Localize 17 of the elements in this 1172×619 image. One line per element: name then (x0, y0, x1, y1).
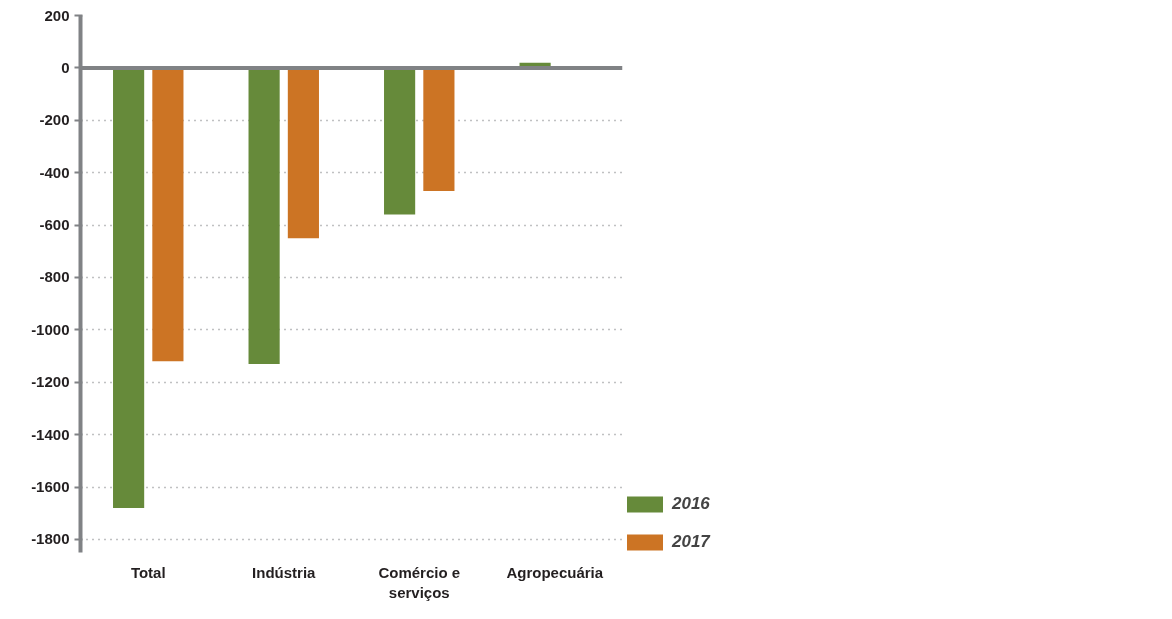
y-tick-label: -1000 (31, 320, 70, 338)
legend-label: 2017 (672, 532, 710, 552)
y-tick-label: -400 (39, 163, 70, 181)
y-tick-label: -600 (39, 216, 70, 234)
x-tick-label: Comércio e serviços (378, 563, 461, 601)
y-tick-label: 0 (61, 58, 70, 76)
y-tick-label: -1400 (31, 425, 70, 443)
y-tick-label: -1600 (31, 478, 70, 496)
x-tick-label: Indústria (252, 563, 317, 581)
y-tick-label: -200 (39, 111, 70, 129)
y-tick-label: -1200 (31, 373, 70, 391)
y-tick-label: -800 (39, 268, 70, 286)
x-tick-label: Agropecuária (506, 563, 604, 581)
x-tick-label: Total (130, 563, 166, 581)
y-tick-label: 200 (44, 6, 70, 24)
legend-label: 2016 (672, 494, 710, 514)
y-tick-label: -1800 (31, 530, 70, 548)
